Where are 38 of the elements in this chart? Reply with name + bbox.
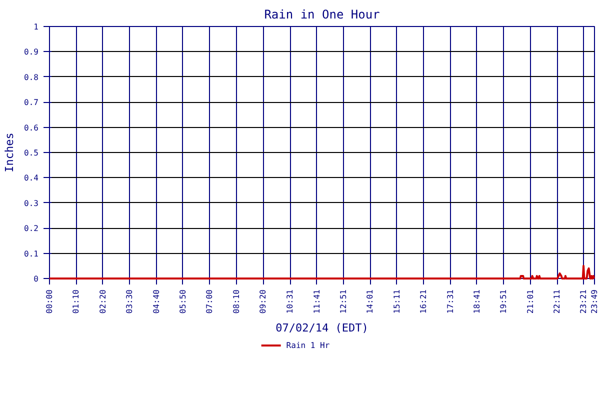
y-tick-label: 0.5 xyxy=(24,148,39,158)
x-tick-label: 01:10 xyxy=(72,289,81,314)
x-tick-label: 21:01 xyxy=(526,289,535,314)
x-tick-label: 19:51 xyxy=(499,289,508,314)
x-tick-label: 15:11 xyxy=(392,289,402,314)
y-tick-label: 0.2 xyxy=(24,224,39,234)
y-tick-label: 0.6 xyxy=(24,123,39,132)
y-tick-label: 0.7 xyxy=(24,98,39,108)
x-tick-label: 00:00 xyxy=(45,289,54,314)
x-tick-label: 14:01 xyxy=(366,289,375,314)
y-tick-label: 0.9 xyxy=(24,48,39,57)
y-tick-label: 0.3 xyxy=(24,198,39,208)
y-axis-title: Inches xyxy=(3,132,16,172)
x-tick-label: 02:20 xyxy=(98,289,108,314)
x-tick-label: 05:50 xyxy=(178,289,188,314)
x-tick-label: 12:51 xyxy=(339,289,348,314)
x-tick-label: 10:31 xyxy=(286,289,295,314)
y-tick-label: 0 xyxy=(34,274,39,284)
x-tick-label: 11:41 xyxy=(312,289,322,314)
x-tick-label: 22:11 xyxy=(552,289,562,314)
x-tick-label: 16:21 xyxy=(419,289,428,314)
x-tick-label: 04:40 xyxy=(152,289,161,314)
legend-label: Rain 1 Hr xyxy=(286,340,330,350)
x-tick-label: 23:49 xyxy=(590,289,599,314)
y-tick-label: 1 xyxy=(34,22,39,32)
x-tick-label: 03:30 xyxy=(125,289,134,314)
y-tick-label: 0.1 xyxy=(24,249,39,258)
line-series xyxy=(48,264,596,280)
x-tick-label: 17:31 xyxy=(446,289,455,314)
chart-title: Rain in One Hour xyxy=(264,8,380,22)
x-axis-title: 07/02/14 (EDT) xyxy=(276,322,368,335)
y-tick-label: 0.8 xyxy=(24,72,39,82)
x-tick-label: 08:10 xyxy=(232,289,241,314)
x-tick-label: 18:41 xyxy=(472,289,482,314)
x-tick-label: 07:00 xyxy=(205,289,214,314)
x-tick-label: 23:21 xyxy=(579,289,588,314)
x-tick-label: 09:20 xyxy=(258,289,268,314)
y-tick-label: 0.4 xyxy=(24,174,39,183)
